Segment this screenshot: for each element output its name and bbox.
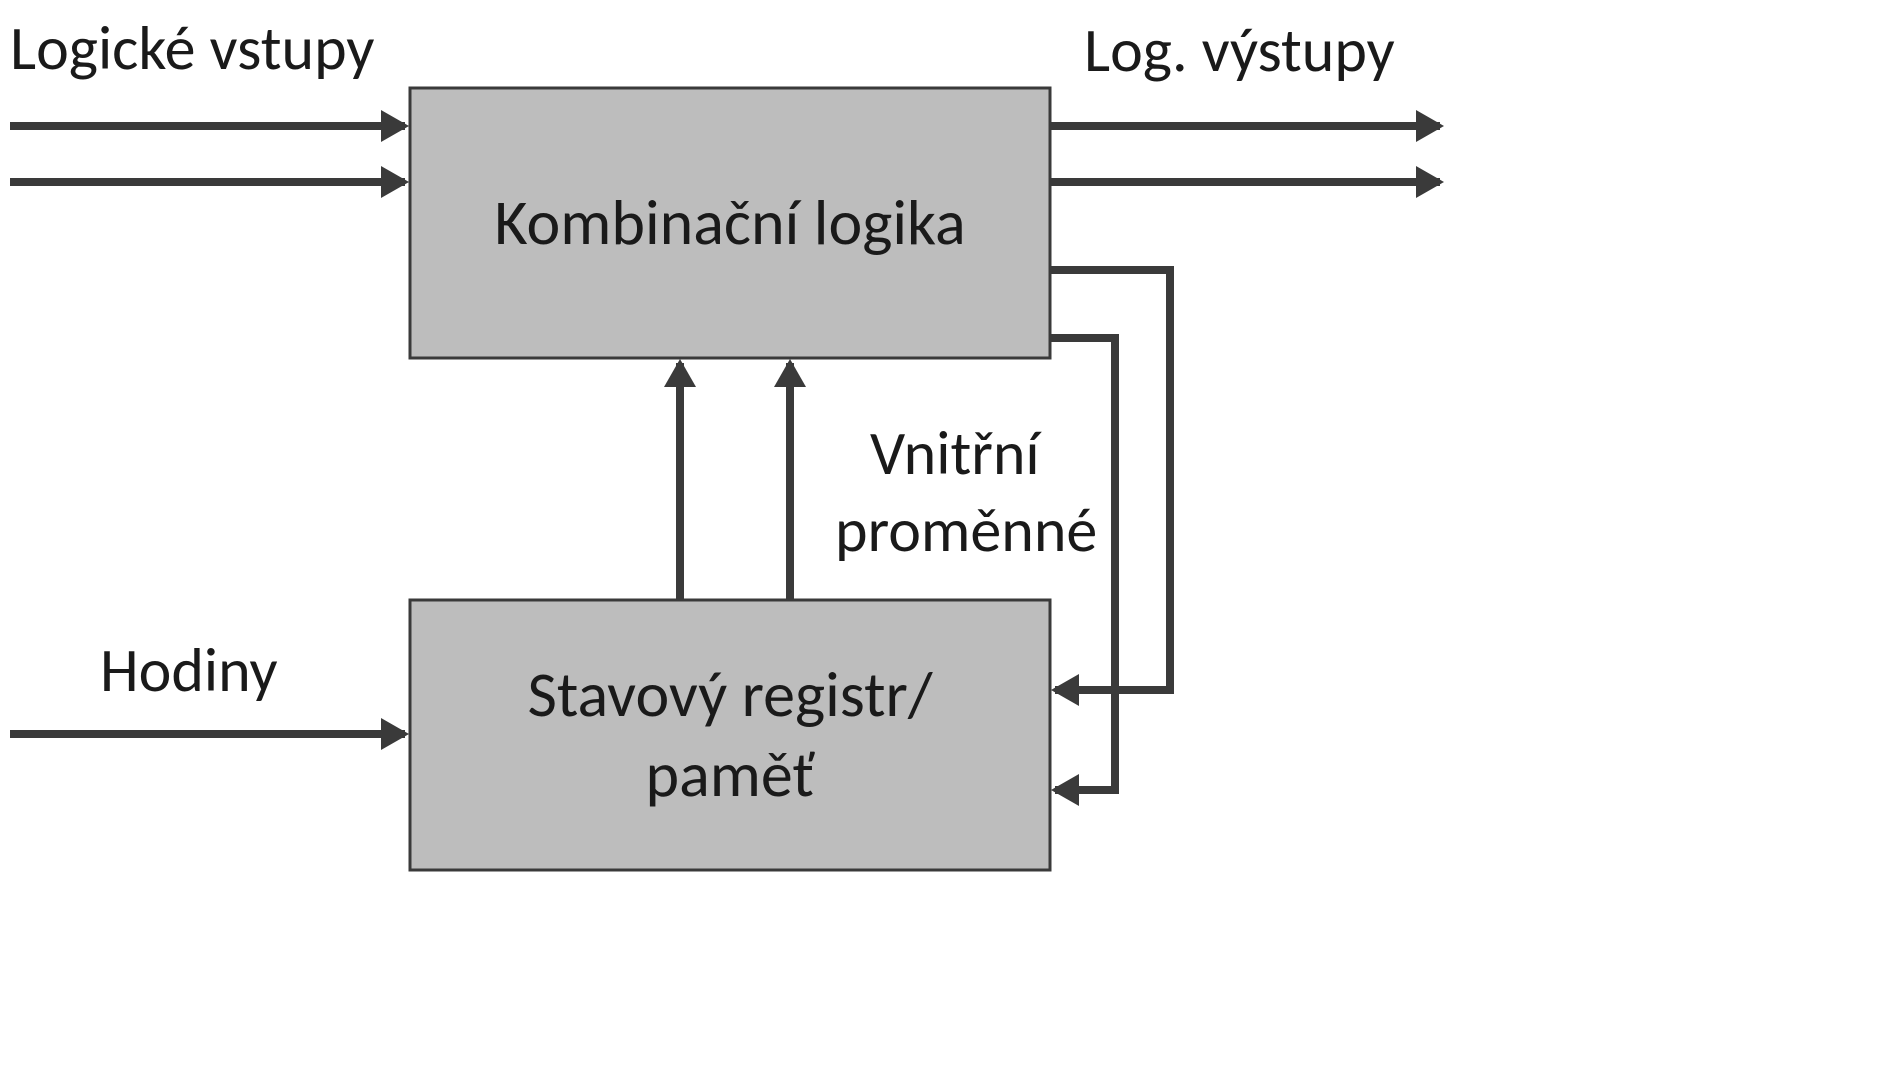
state-register-label-line2: paměť	[527, 735, 932, 815]
state-register-label-line1: Stavový registr/	[527, 655, 932, 735]
logic-to-register-feedback-1	[1050, 270, 1170, 690]
outputs-label: Log. výstupy	[1084, 12, 1395, 88]
inputs-label: Logické vstupy	[10, 10, 374, 86]
internal-variables-label-line1: Vnitřní	[870, 415, 1040, 491]
combinational-logic-box-text: Kombinační logika	[410, 88, 1050, 358]
diagram-canvas: Kombinační logika Stavový registr/ paměť…	[0, 0, 1901, 1070]
state-register-box-text: Stavový registr/ paměť	[410, 600, 1050, 870]
combinational-logic-label: Kombinační logika	[494, 183, 965, 263]
internal-variables-label-line2: proměnné	[835, 492, 1097, 568]
clock-label: Hodiny	[100, 632, 278, 708]
